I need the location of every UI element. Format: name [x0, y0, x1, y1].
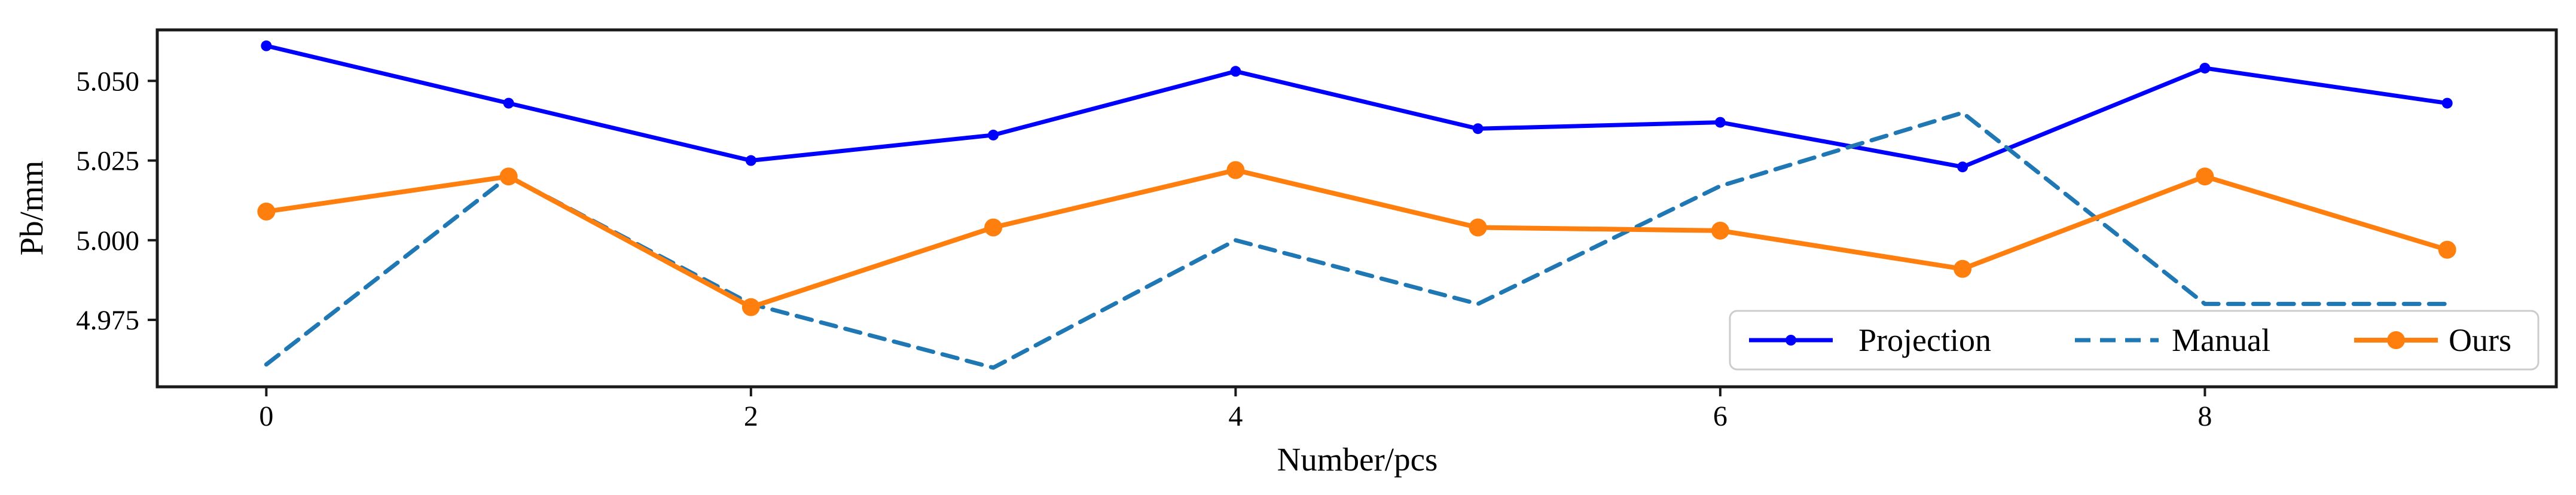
legend-sample-marker — [2387, 331, 2405, 349]
series-line-projection — [264, 44, 2450, 169]
x-tick-label: 8 — [2197, 401, 2212, 432]
legend-sample-marker — [1786, 335, 1796, 346]
data-point-projection — [988, 129, 999, 140]
data-point-ours — [2196, 167, 2214, 186]
data-point-ours — [1711, 221, 1729, 240]
x-tick-label: 2 — [744, 401, 758, 432]
x-tick-label: 4 — [1228, 401, 1243, 432]
y-tick-label: 4.975 — [76, 305, 139, 336]
plot-frame — [155, 28, 2558, 389]
data-series — [257, 40, 2456, 370]
legend: Projection Manual Ours — [1729, 310, 2540, 371]
data-point-ours — [2438, 240, 2456, 259]
data-point-ours — [1226, 161, 1245, 179]
legend-label-manual: Manual — [2172, 322, 2270, 358]
legend-label-ours: Ours — [2449, 322, 2511, 358]
data-point-ours — [741, 298, 760, 316]
data-point-projection — [2199, 62, 2211, 74]
data-point-ours — [984, 218, 1003, 237]
data-point-ours — [1469, 218, 1487, 237]
data-point-projection — [745, 155, 756, 166]
plot-border — [155, 28, 2558, 389]
data-point-ours — [257, 202, 276, 221]
data-point-ours — [499, 167, 518, 186]
data-point-projection — [261, 40, 272, 51]
x-tick-label: 6 — [1713, 401, 1727, 432]
x-tick-label: 0 — [259, 401, 273, 432]
data-point-projection — [1714, 117, 1726, 128]
data-point-projection — [1230, 66, 1241, 77]
x-axis-label: Number/pcs — [1277, 441, 1438, 478]
y-tick-label: 5.000 — [76, 225, 139, 256]
legend-label-projection: Projection — [1858, 322, 1991, 358]
y-axis-label: Pb/mm — [13, 161, 50, 256]
legend-item-projection: Projection — [1749, 322, 1991, 358]
series-ours — [257, 161, 2456, 316]
data-point-projection — [503, 97, 514, 109]
data-point-projection — [1472, 123, 1484, 135]
series-line-ours — [264, 167, 2450, 310]
data-point-projection — [2441, 97, 2453, 109]
series-projection — [261, 40, 2453, 173]
y-tick-label: 5.050 — [76, 66, 139, 97]
y-tick-label: 5.025 — [76, 146, 139, 177]
legend-item-ours: Ours — [2354, 322, 2511, 358]
data-point-ours — [1954, 259, 1972, 278]
data-point-projection — [1957, 161, 1968, 173]
legend-item-manual: Manual — [2075, 322, 2270, 358]
axis-ticks: 0 2 4 6 8 4.975 5.000 5.025 5.050 — [76, 66, 2212, 432]
